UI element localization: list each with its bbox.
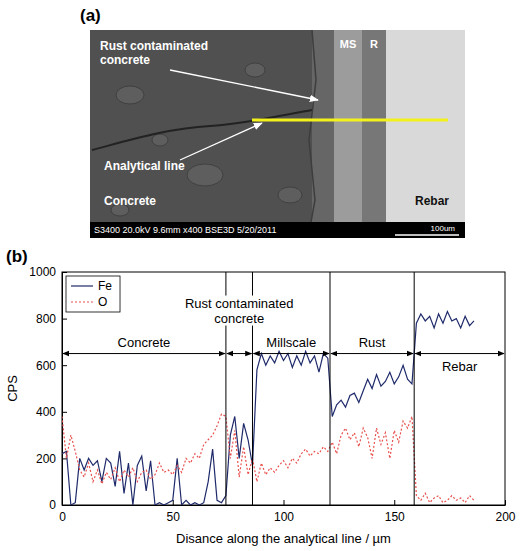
series-line [62, 312, 474, 505]
y-tick-mark [62, 272, 67, 273]
chart-panel: (b) 0 50 100 150 200 0 200 400 600 800 1000 Disance … [5, 247, 516, 546]
x-tick: 100 [274, 500, 294, 524]
aggregate [116, 86, 144, 104]
y-tick-mark [62, 319, 67, 320]
scale-bar [395, 234, 459, 236]
y-tick: 0 [49, 498, 67, 512]
y-tick-label: 400 [36, 405, 56, 419]
y-axis: 0 200 400 600 800 1000 [29, 265, 67, 512]
info-text: S3400 20.0kV 9.6mm x400 BSE3D 5/20/2011 [94, 225, 276, 235]
y-tick-mark [62, 412, 67, 413]
series-line [62, 414, 474, 503]
label-backdrop [116, 335, 173, 350]
y-tick-label: 0 [49, 498, 56, 512]
region-arrow [253, 353, 329, 354]
x-tick-mark [394, 500, 395, 505]
region-label: Rust [359, 335, 386, 350]
legend-label: Fe [98, 279, 112, 293]
region-boundary [330, 272, 331, 505]
y-tick-mark [62, 505, 67, 506]
x-tick: 150 [385, 500, 405, 524]
region-label: Millscale [266, 335, 316, 350]
y-tick: 600 [36, 359, 67, 373]
label-backdrop [264, 335, 318, 350]
x-tick-label: 150 [385, 510, 405, 524]
rebar-zone [386, 30, 465, 222]
label-backdrop [440, 359, 480, 374]
panel-label: (a) [80, 6, 101, 25]
aggregate [278, 187, 302, 203]
y-tick-mark [62, 458, 67, 459]
concrete-zone [90, 30, 312, 222]
label-backdrop [357, 335, 388, 350]
aggregate [187, 164, 223, 186]
y-tick-label: 800 [36, 312, 56, 326]
y-axis-title: CPS [5, 375, 20, 402]
analytical-line [252, 119, 448, 122]
millscale-zone [334, 30, 362, 222]
label-arrow [170, 70, 318, 100]
y-tick: 1000 [29, 265, 67, 279]
legend-swatch [71, 301, 93, 302]
region-arrow [415, 353, 504, 354]
x-axis-title: Disance along the analytical line / µm [176, 531, 391, 546]
region-label: Rust contaminatedconcrete [185, 296, 293, 326]
x-tick-label: 100 [274, 510, 294, 524]
rust-contaminated-zone [312, 30, 334, 222]
x-axis-line [63, 505, 506, 506]
y-tick-mark [62, 365, 67, 366]
micrograph-label: Rebar [415, 194, 449, 208]
micrograph-label: R [370, 38, 378, 50]
label-backdrop [183, 296, 295, 326]
y-tick-label: 600 [36, 359, 56, 373]
label-arrow [180, 123, 262, 160]
panel-label: (b) [6, 247, 28, 266]
aggregate [245, 63, 265, 77]
x-tick-mark [505, 500, 506, 505]
crack [92, 110, 312, 150]
y-tick-label: 1000 [29, 265, 56, 279]
info-bar [90, 222, 465, 238]
figure: S3400 20.0kV 9.6mm x400 BSE3D 5/20/2011 1… [0, 0, 524, 551]
x-tick: 200 [495, 500, 515, 524]
micrograph-panel: S3400 20.0kV 9.6mm x400 BSE3D 5/20/2011 1… [80, 6, 465, 238]
y-tick-label: 200 [36, 452, 56, 466]
scale-bar-label: 100um [431, 224, 456, 233]
x-tick-label: 50 [167, 510, 181, 524]
x-axis: 0 50 100 150 200 [59, 500, 516, 524]
region-arrow [63, 353, 225, 354]
legend: Fe O [66, 276, 120, 312]
regions [63, 272, 504, 505]
plot-frame [62, 272, 505, 505]
region-label: Rebar [442, 359, 478, 374]
x-tick-mark [284, 500, 285, 505]
y-axis-line [62, 273, 63, 506]
micrograph-label: Analytical line [104, 159, 185, 173]
micrograph-label: Rust contaminatedconcrete [100, 39, 208, 67]
micrograph-label: MS [340, 38, 357, 50]
region-boundary [414, 272, 415, 505]
region-labels: Concrete Rust contaminatedconcrete Millsca… [116, 296, 480, 374]
x-tick-label: 200 [495, 510, 515, 524]
aggregate [152, 134, 168, 146]
region-arrow [227, 353, 252, 354]
legend-swatch [71, 285, 93, 286]
y-tick: 800 [36, 312, 67, 326]
x-tick: 50 [167, 500, 181, 524]
plot-area [62, 312, 474, 505]
micrograph-background [90, 30, 465, 238]
micrograph-label: Concrete [104, 194, 156, 208]
x-tick-label: 0 [59, 510, 66, 524]
legend-box [66, 276, 120, 312]
rust-zone [362, 30, 386, 222]
legend-label: O [98, 295, 107, 309]
region-label: Concrete [118, 335, 171, 350]
interface [309, 30, 316, 222]
region-arrow [331, 353, 413, 354]
